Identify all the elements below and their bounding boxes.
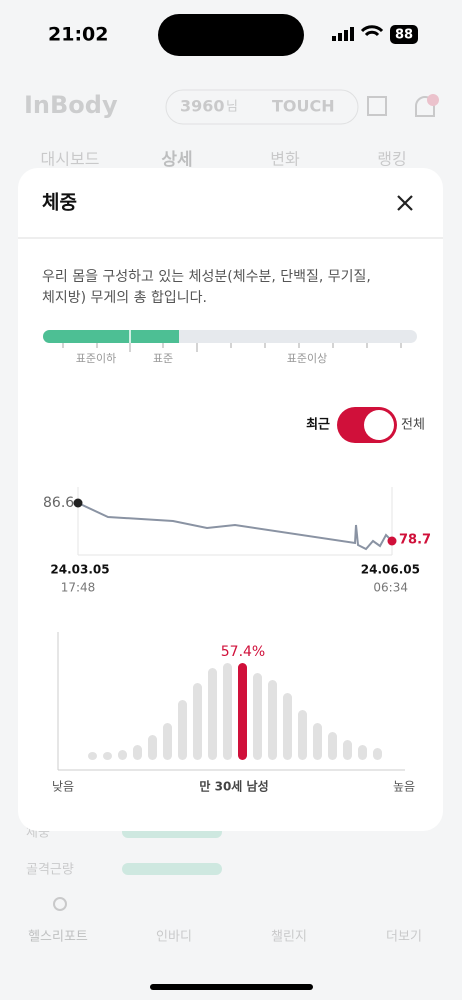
trend-end <box>387 536 397 546</box>
dist-bar <box>148 735 157 760</box>
dist-bar <box>253 673 262 760</box>
toggle-label: 최근 <box>306 418 330 433</box>
nav-icon <box>53 897 67 911</box>
touch: TOUCH <box>272 97 335 116</box>
dist-bar <box>343 740 352 760</box>
list-bar <box>122 863 222 875</box>
start-date: 24.03.05 <box>50 563 109 577</box>
end-value: 78.7 <box>399 533 431 548</box>
gauge-label: 표준이하 <box>76 351 116 365</box>
logo: InBody <box>24 91 118 119</box>
gauge-label: 표준이상 <box>287 352 327 365</box>
dist-bar <box>208 668 217 760</box>
start-time: 17:48 <box>61 581 96 595</box>
description: 체지방) 무게의 총 합입니다. <box>42 290 207 306</box>
nav-label[interactable]: 더보기 <box>386 930 422 945</box>
gauge-label: 표준 <box>153 352 173 365</box>
dist-bar <box>298 710 307 760</box>
nav-label[interactable]: 헬스리포트 <box>28 930 88 945</box>
dynamic-island <box>158 14 304 56</box>
tab[interactable]: 랭킹 <box>377 150 406 169</box>
tab[interactable]: 상세 <box>161 150 192 170</box>
dist-bar <box>103 752 112 760</box>
points-pill <box>165 89 359 125</box>
wifi <box>360 25 384 37</box>
gauge-ticks <box>62 343 402 352</box>
percentile-label: 57.4% <box>221 644 265 660</box>
points-suffix: 님 <box>226 100 238 115</box>
battery <box>390 25 418 44</box>
dist-high: 높음 <box>393 780 415 794</box>
tab[interactable]: 변화 <box>270 150 300 169</box>
dist-bar <box>373 748 382 760</box>
bell-icon[interactable] <box>415 96 435 117</box>
end-date: 24.06.05 <box>361 563 420 577</box>
dist-bar <box>163 723 172 760</box>
dist-bar-highlight <box>238 663 247 760</box>
nav-label[interactable]: 챌린지 <box>271 930 307 945</box>
close-button[interactable] <box>397 195 413 211</box>
dist-group: 만 30세 남성 <box>199 779 268 794</box>
list-item: 골격근량 <box>26 863 74 878</box>
description: 우리 몸을 구성하고 있는 체성분(체수분, 단백질, 무기질, <box>42 269 371 285</box>
badge <box>427 94 439 106</box>
battery-level: 88 <box>395 28 413 43</box>
dist-bar <box>133 745 142 760</box>
distribution-bars <box>88 663 382 760</box>
end-time: 06:34 <box>373 581 408 595</box>
dist-bar <box>358 745 367 760</box>
dist-bar <box>283 693 292 760</box>
points: 3960 <box>180 97 225 116</box>
dist-bar <box>268 680 277 760</box>
gauge-fill <box>43 330 180 343</box>
dist-bar <box>193 683 202 760</box>
home-indicator <box>150 984 313 990</box>
nav-label[interactable]: 인바디 <box>156 930 192 945</box>
toggle-knob <box>364 410 394 440</box>
dist-low: 낮음 <box>52 780 74 794</box>
modal-title: 체중 <box>42 192 77 214</box>
trend-line <box>77 502 393 551</box>
dist-bar <box>88 752 97 760</box>
qr-icon[interactable] <box>367 96 387 116</box>
dist-bar <box>118 750 127 760</box>
start-value: 86.6 <box>43 495 74 511</box>
dist-bar <box>328 732 337 760</box>
dist-bar <box>223 663 232 760</box>
trend-start <box>73 498 83 508</box>
dist-bar <box>313 723 322 760</box>
clock: 21:02 <box>48 24 108 46</box>
signal <box>332 27 354 41</box>
toggle-label: 전체 <box>401 418 425 433</box>
dist-bar <box>178 700 187 760</box>
tab[interactable]: 대시보드 <box>41 150 100 169</box>
